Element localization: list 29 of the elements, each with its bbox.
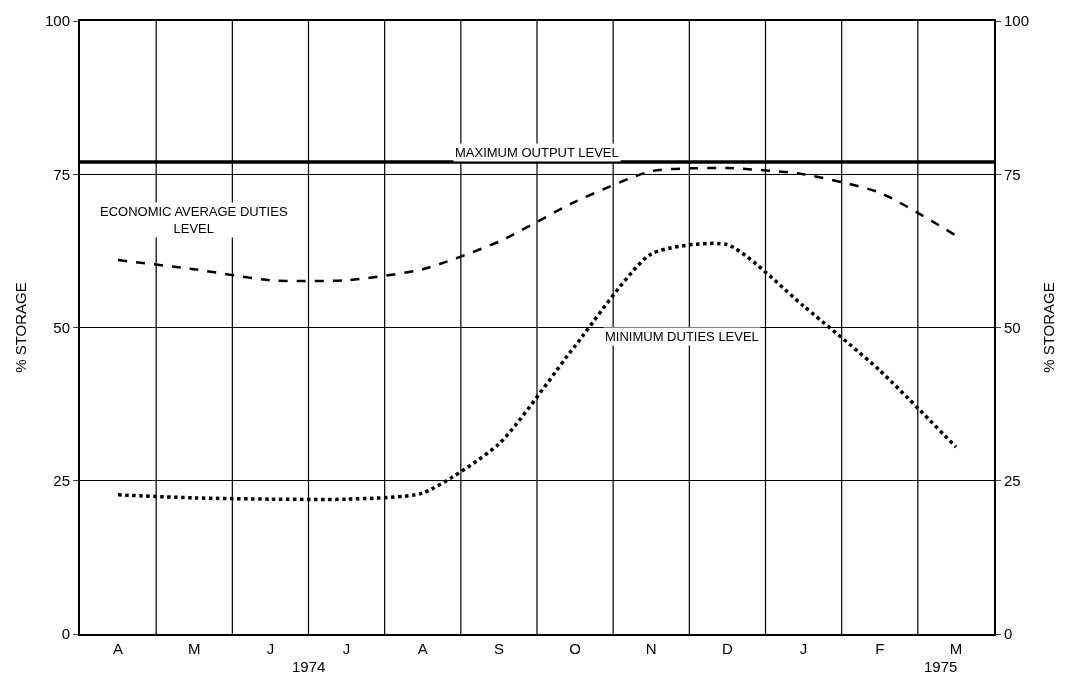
x-tick-label: M <box>949 640 963 657</box>
text: 1974 <box>292 658 326 675</box>
x-tick-label: J <box>799 640 808 657</box>
x-tick-label: O <box>569 640 581 657</box>
x-tick-label: J <box>342 640 351 657</box>
x-tick-label: D <box>722 640 733 657</box>
x-tick-label: F <box>875 640 885 657</box>
y-tick-label: 75 <box>53 165 70 183</box>
x-tick-label: J <box>266 640 275 657</box>
x-tick-label: M <box>188 640 201 657</box>
y-tick-label: 100 <box>44 12 70 30</box>
x-tick-label: N <box>645 640 657 657</box>
ref-line-label: MAXIMUM OUTPUT LEVEL <box>455 145 619 160</box>
y2-tick-label: 0 <box>1004 625 1013 643</box>
y-tick-label: 25 <box>53 472 70 489</box>
series-label: MINIMUM DUTIES LEVEL <box>605 329 759 344</box>
text: 1975 <box>924 658 958 675</box>
y2-tick-label: 25 <box>1004 472 1021 489</box>
y-tick-label: 50 <box>53 318 70 336</box>
y-tick-label: 0 <box>61 625 70 643</box>
y-axis-title: % STORAGE <box>11 282 29 373</box>
x-tick-label: A <box>113 640 124 657</box>
y2-axis-title: % STORAGE <box>1039 282 1057 373</box>
x-tick-label: A <box>417 640 428 657</box>
text: ECONOMIC AVERAGE DUTIES LEVEL <box>100 204 288 236</box>
y2-tick-label: 75 <box>1004 165 1021 183</box>
x-tick-label: S <box>493 640 504 657</box>
y2-tick-label: 100 <box>1004 12 1030 30</box>
y2-tick-label: 50 <box>1004 318 1021 336</box>
